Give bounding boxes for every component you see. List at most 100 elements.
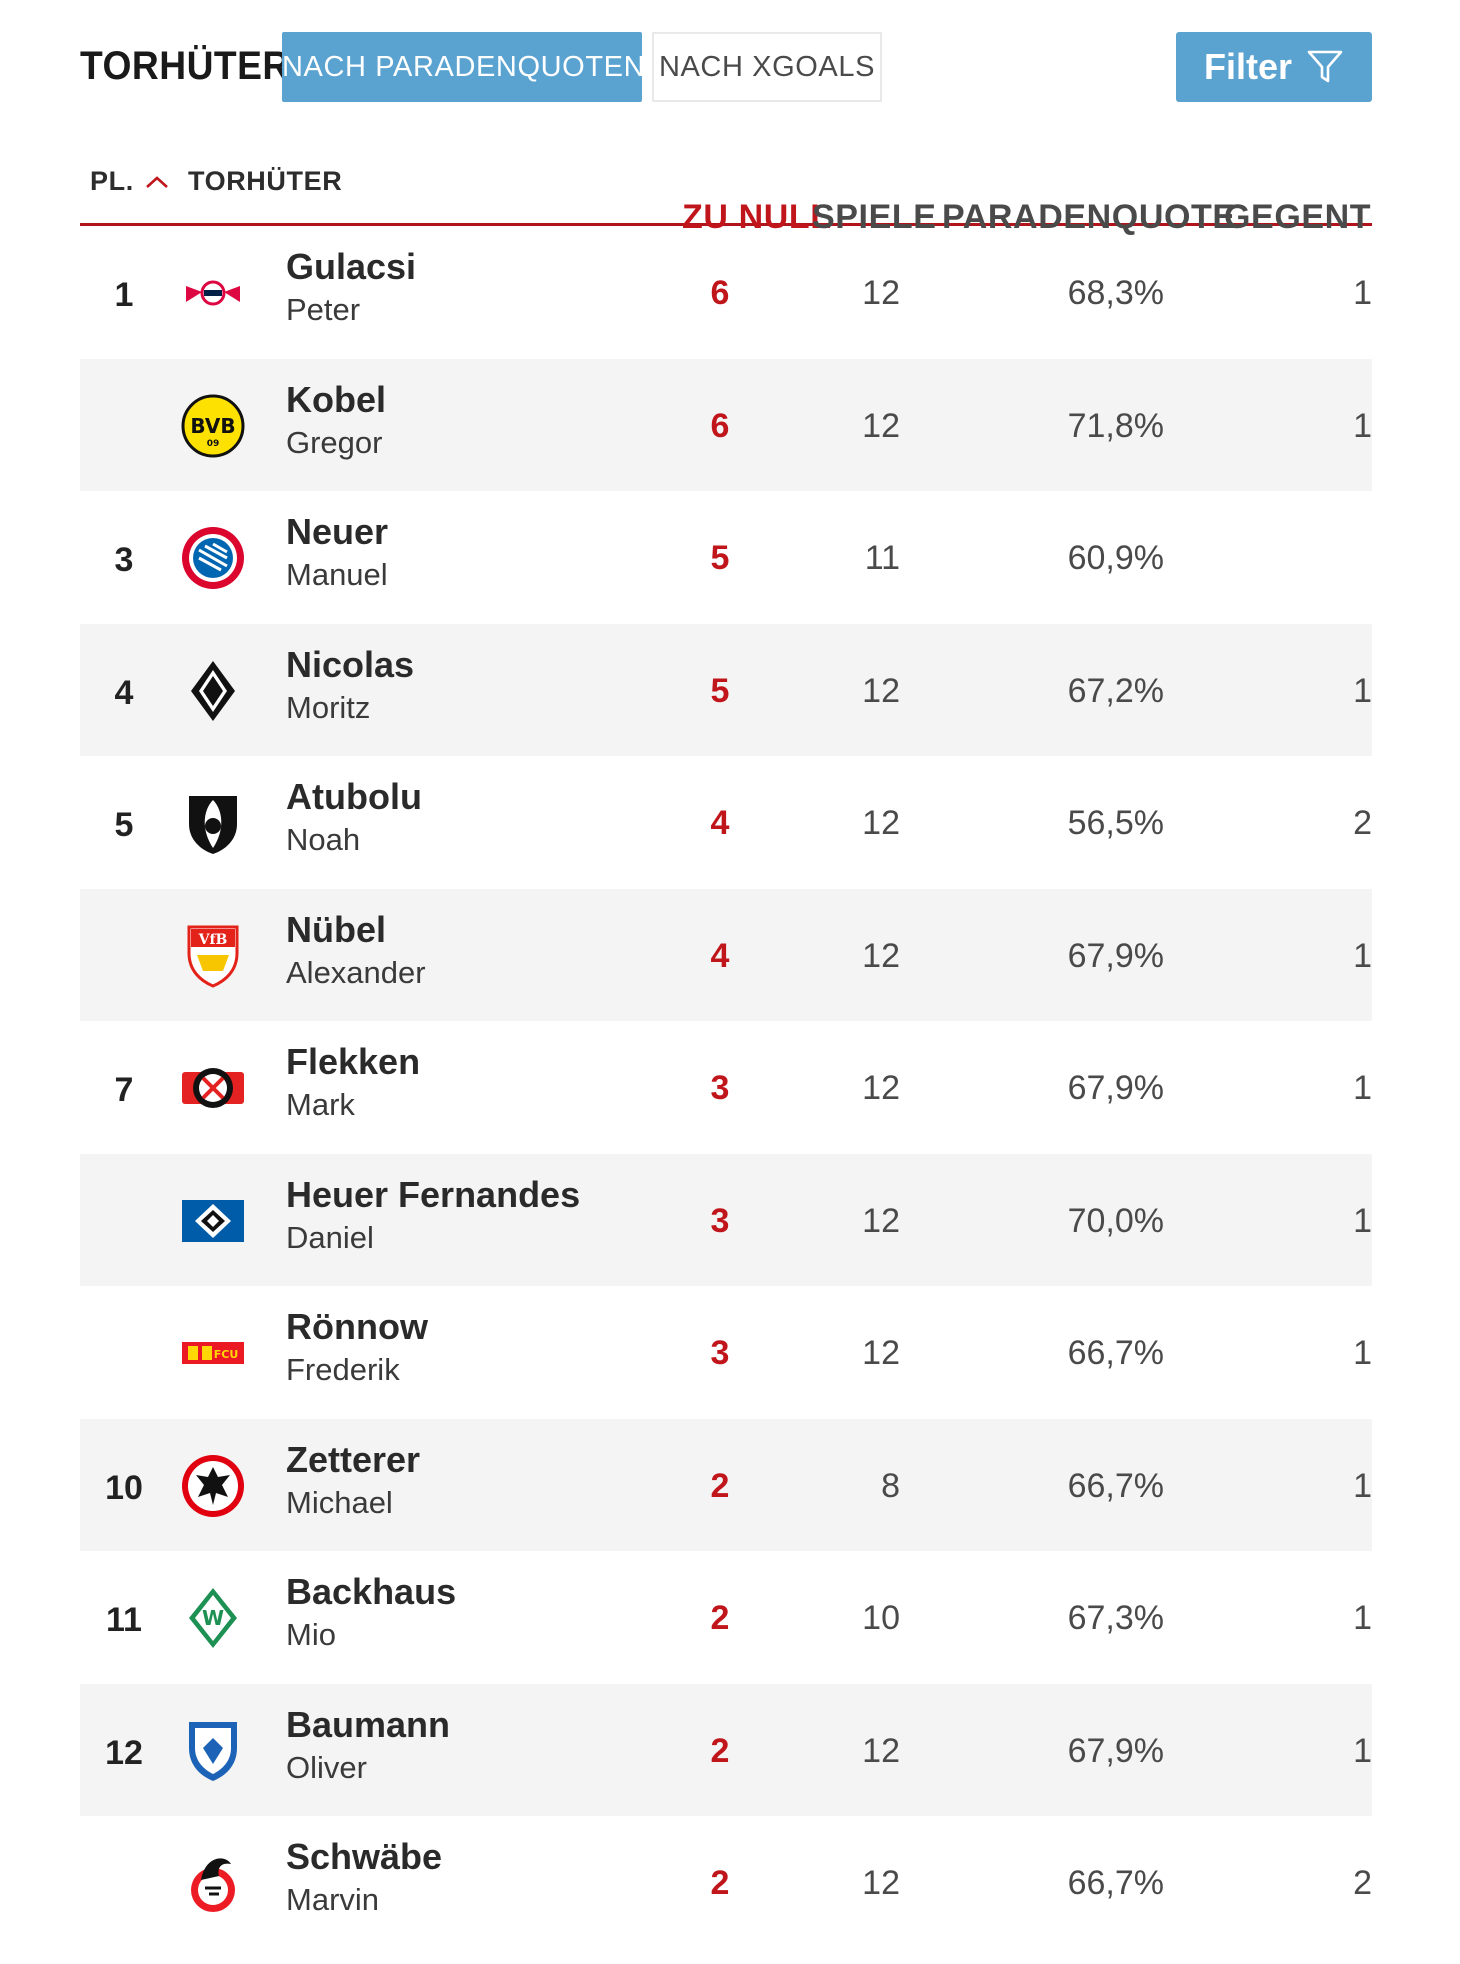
paradenquote-cell: 66,7% xyxy=(1067,1334,1164,1372)
player-last-name[interactable]: Flekken xyxy=(286,1041,421,1082)
gegentore-cell: 1 xyxy=(1353,1599,1372,1637)
paradenquote-cell: 67,9% xyxy=(1067,1069,1164,1107)
filter-button[interactable]: Filter xyxy=(1176,32,1372,102)
spiele-cell: 11 xyxy=(864,539,900,577)
gegentore-cell: 1 xyxy=(1353,1069,1372,1107)
filter-label: Filter xyxy=(1203,46,1292,87)
zu-null-cell: 6 xyxy=(710,274,730,312)
spiele-cell: 12 xyxy=(862,671,900,710)
spiele-cell: 12 xyxy=(862,804,900,842)
player-first-name: Daniel xyxy=(286,1219,374,1255)
header-bar: TORHÜTER NACH PARADENQUOTEN NACH XGOALS … xyxy=(80,32,1372,102)
table-header: PL. TORHÜTER ZU NULL SPIELE PARADENQUOTE… xyxy=(80,150,1372,236)
gegentore-cell: 1 xyxy=(1353,1466,1372,1505)
column-header-pl[interactable]: PL. xyxy=(90,166,170,197)
eintracht-frankfurt-logo xyxy=(178,1451,248,1521)
hsv-logo xyxy=(178,1186,248,1256)
gegentore-cell: 1 xyxy=(1353,936,1372,975)
player-last-name[interactable]: Rönnow xyxy=(286,1306,428,1347)
rank-cell: 3 xyxy=(114,541,134,579)
player-last-name[interactable]: Atubolu xyxy=(286,776,422,817)
paradenquote-cell: 70,0% xyxy=(1067,1201,1164,1240)
spiele-cell: 12 xyxy=(862,1069,900,1107)
tab-nach-paradenquoten[interactable]: NACH PARADENQUOTEN xyxy=(282,32,645,102)
player-last-name[interactable]: Kobel xyxy=(286,378,387,420)
table-row[interactable]: 3 Neuer Manuel 5 11 60,9% xyxy=(80,491,1372,624)
goalkeeper-table: PL. TORHÜTER ZU NULL SPIELE PARADENQUOTE… xyxy=(80,150,1372,1964)
rank-cell: 10 xyxy=(105,1468,143,1507)
player-last-name[interactable]: Gulacsi xyxy=(286,246,417,287)
leverkusen-logo xyxy=(178,1053,248,1123)
spiele-cell: 12 xyxy=(862,274,900,312)
paradenquote-cell: 67,9% xyxy=(1067,1731,1164,1770)
paradenquote-cell: 71,8% xyxy=(1067,406,1164,445)
table-row[interactable]: FCU Rönnow Frederik 3 12 66,7% 1 xyxy=(80,1286,1372,1419)
player-last-name[interactable]: Schwäbe xyxy=(286,1836,443,1877)
spiele-cell: 12 xyxy=(862,1864,900,1902)
zu-null-cell: 2 xyxy=(710,1599,730,1637)
player-last-name[interactable]: Nicolas xyxy=(286,643,415,685)
player-first-name: Manuel xyxy=(286,557,388,592)
paradenquote-cell: 68,3% xyxy=(1067,274,1164,312)
hoffenheim-logo xyxy=(178,1716,248,1786)
zu-null-cell: 3 xyxy=(710,1334,730,1372)
table-row[interactable]: 10 Zetterer Michael 2 8 66,7% 1 xyxy=(80,1418,1372,1551)
table-row[interactable]: BVB 09 Kobel Gregor 6 12 71,8% 1 xyxy=(80,358,1372,491)
player-last-name[interactable]: Backhaus xyxy=(286,1571,457,1612)
player-first-name: Alexander xyxy=(286,954,426,990)
rank-cell: 5 xyxy=(114,806,134,844)
rank-cell: 4 xyxy=(114,673,134,712)
spiele-cell: 12 xyxy=(862,1731,900,1770)
paradenquote-cell: 66,7% xyxy=(1067,1864,1164,1902)
spiele-cell: 12 xyxy=(862,936,900,975)
paradenquote-cell: 67,2% xyxy=(1067,671,1164,710)
column-header-pl-label: PL. xyxy=(90,166,134,196)
table-row[interactable]: VfB Nübel Alexander 4 12 67,9% 1 xyxy=(80,888,1372,1021)
player-last-name[interactable]: Neuer xyxy=(286,511,389,552)
column-header-torhueter[interactable]: TORHÜTER xyxy=(188,166,343,196)
gegentore-cell: 1 xyxy=(1353,1731,1372,1770)
player-last-name[interactable]: Baumann xyxy=(286,1703,451,1745)
svg-text:VfB: VfB xyxy=(198,932,228,948)
column-header-gegentore[interactable]: GEGENTOR xyxy=(1224,198,1372,236)
gegentore-cell: 1 xyxy=(1353,406,1372,445)
table-row[interactable]: 11 W Backhaus Mio 2 10 67,3% 1 xyxy=(80,1551,1372,1684)
player-first-name: Oliver xyxy=(286,1749,367,1785)
table-row[interactable]: 7 Flekken Mark 3 12 67,9% 1 xyxy=(80,1021,1372,1154)
paradenquote-cell: 66,7% xyxy=(1067,1466,1164,1505)
zu-null-cell: 6 xyxy=(710,406,730,445)
funnel-icon xyxy=(1307,50,1343,83)
table-row[interactable]: 1 Gulacsi Peter 6 12 68,3% 1 xyxy=(80,226,1372,359)
player-last-name[interactable]: Zetterer xyxy=(286,1438,421,1480)
player-last-name[interactable]: Nübel xyxy=(286,908,387,950)
svg-text:09: 09 xyxy=(207,439,220,449)
player-first-name: Frederik xyxy=(286,1352,400,1387)
tab-nach-xgoals[interactable]: NACH XGOALS xyxy=(652,32,882,102)
table-row[interactable]: Heuer Fernandes Daniel 3 12 70,0% 1 xyxy=(80,1153,1372,1286)
zu-null-cell: 5 xyxy=(710,671,730,710)
werder-bremen-logo: W xyxy=(178,1583,248,1653)
table-row[interactable]: 12 Baumann Oliver 2 12 67,9% 1 xyxy=(80,1683,1372,1816)
zu-null-cell: 2 xyxy=(710,1731,730,1770)
zu-null-cell: 4 xyxy=(710,936,730,975)
spiele-cell: 12 xyxy=(862,406,900,445)
svg-text:W: W xyxy=(202,1606,224,1630)
gladbach-logo xyxy=(178,656,248,726)
player-last-name[interactable]: Heuer Fernandes xyxy=(286,1173,581,1215)
player-first-name: Mio xyxy=(286,1617,336,1652)
svg-text:BVB: BVB xyxy=(190,414,235,438)
paradenquote-cell: 67,3% xyxy=(1067,1599,1164,1637)
spiele-cell: 8 xyxy=(881,1466,900,1505)
page-title: TORHÜTER xyxy=(80,44,290,88)
table-row[interactable]: Schwäbe Marvin 2 12 66,7% 2 xyxy=(80,1816,1372,1949)
bvb-logo: BVB 09 xyxy=(178,391,248,461)
rank-cell: 11 xyxy=(106,1601,142,1639)
table-row[interactable]: 5 Atubolu Noah 4 12 56,5% 2 xyxy=(80,756,1372,889)
fc-bayern-logo xyxy=(178,523,248,593)
fc-koeln-logo xyxy=(178,1848,248,1918)
table-row[interactable]: 4 Nicolas Moritz 5 12 67,2% 1 xyxy=(80,623,1372,756)
rb-leipzig-logo xyxy=(178,258,248,328)
chevron-up-icon xyxy=(145,175,168,188)
paradenquote-cell: 67,9% xyxy=(1067,936,1164,975)
gegentore-cell: 2 xyxy=(1353,1864,1372,1902)
